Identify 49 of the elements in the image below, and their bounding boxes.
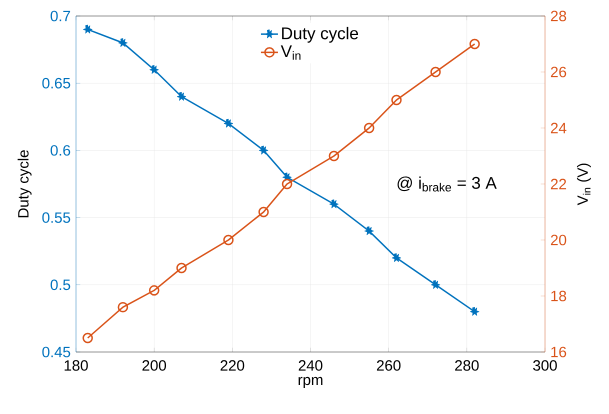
- y2-tick-label: 28: [550, 10, 566, 22]
- y-axis-title: Duty cycle: [18, 150, 32, 218]
- y2-tick-label: 24: [550, 122, 566, 134]
- y2-axis-title: V$_{in}$ (V): [576, 164, 591, 206]
- point: [118, 302, 128, 312]
- y-tick-label: 0.7: [50, 10, 70, 22]
- point: [391, 94, 402, 106]
- point: [82, 332, 93, 344]
- point: [392, 253, 402, 262]
- y-tick-label: 0.5: [50, 280, 70, 290]
- point: [258, 206, 269, 218]
- point: [224, 118, 234, 128]
- x-tick-label: 180: [64, 360, 88, 371]
- point: [430, 66, 441, 78]
- x-tick-label: 280: [455, 360, 479, 371]
- x-tick-label: 220: [220, 360, 244, 371]
- point: [328, 150, 340, 162]
- x-axis-title: rpm: [298, 376, 322, 388]
- point: [364, 226, 374, 236]
- point: [329, 199, 339, 208]
- x-tick-label: 200: [142, 360, 166, 371]
- y2-tick-label: 16: [551, 346, 566, 358]
- x-tick-label: 240: [298, 360, 322, 371]
- point: [176, 92, 186, 101]
- y-tick-label: 0.55: [42, 212, 70, 223]
- point: [223, 234, 234, 246]
- y2-tick-label: 20: [550, 234, 566, 246]
- y2-tick-label: 18: [551, 290, 566, 302]
- point: [469, 38, 480, 50]
- y2-tick-label: 26: [550, 66, 566, 78]
- point: [82, 24, 92, 34]
- point: [148, 285, 160, 296]
- annotation: @ i$_{brake}$ = 3 A: [398, 176, 497, 192]
- point: [176, 262, 187, 274]
- point: [282, 178, 292, 190]
- y2-tick-label: 22: [550, 178, 566, 190]
- y-tick-label: 0.6: [50, 145, 70, 156]
- point: [258, 146, 268, 155]
- point: [149, 65, 159, 74]
- y-tick-label: 0.65: [42, 78, 70, 88]
- legend-label: Duty cycle: [282, 26, 358, 43]
- y-tick-label: 0.45: [42, 346, 70, 358]
- point: [118, 38, 128, 48]
- x-tick-label: 300: [533, 360, 557, 371]
- legend-label: V$_{in}$: [280, 45, 300, 60]
- point: [364, 122, 374, 134]
- point: [470, 306, 480, 316]
- point: [430, 280, 440, 289]
- x-tick-label: 260: [376, 360, 401, 371]
